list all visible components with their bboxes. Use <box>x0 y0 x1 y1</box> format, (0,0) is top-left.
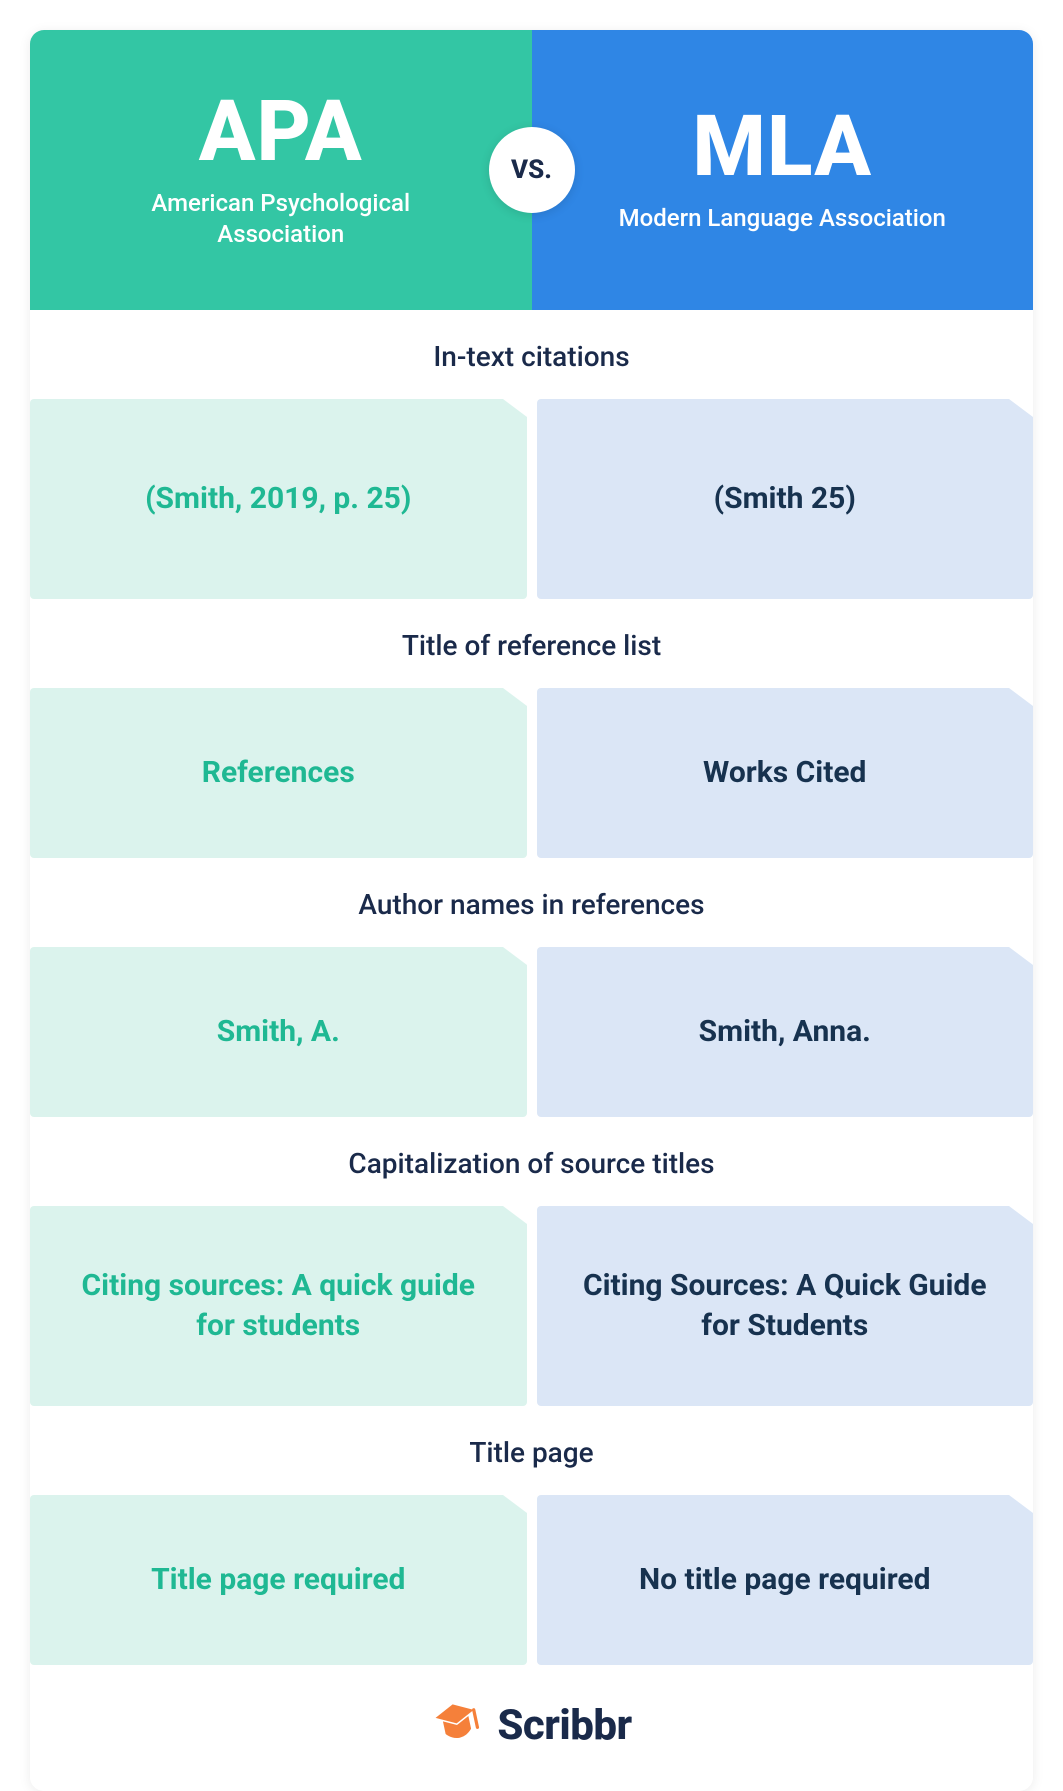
vs-badge: VS. <box>489 127 575 213</box>
mla-cell: (Smith 25) <box>537 399 1034 599</box>
header-apa: APA American Psychological Association <box>30 30 532 310</box>
scribbr-logo-icon <box>431 1699 483 1751</box>
apa-cell: Smith, A. <box>30 947 527 1117</box>
apa-fullname: American Psychological Association <box>111 188 451 250</box>
comparison-row: (Smith, 2019, p. 25)(Smith 25) <box>30 399 1033 599</box>
comparison-row: Citing sources: A quick guide for studen… <box>30 1206 1033 1406</box>
apa-cell: (Smith, 2019, p. 25) <box>30 399 527 599</box>
comparison-card: APA American Psychological Association M… <box>30 30 1033 1791</box>
section-title: Author names in references <box>30 858 1033 947</box>
apa-cell: Title page required <box>30 1495 527 1665</box>
sections-container: In-text citations(Smith, 2019, p. 25)(Sm… <box>30 310 1033 1665</box>
section-title: Title of reference list <box>30 599 1033 688</box>
comparison-row: Smith, A.Smith, Anna. <box>30 947 1033 1117</box>
mla-cell: Works Cited <box>537 688 1034 858</box>
section-title: In-text citations <box>30 310 1033 399</box>
mla-abbr: MLA <box>692 105 872 189</box>
brand-name: Scribbr <box>497 1701 631 1750</box>
apa-cell: References <box>30 688 527 858</box>
mla-cell: Citing Sources: A Quick Guide for Studen… <box>537 1206 1034 1406</box>
header: APA American Psychological Association M… <box>30 30 1033 310</box>
section-title: Capitalization of source titles <box>30 1117 1033 1206</box>
mla-cell: Smith, Anna. <box>537 947 1034 1117</box>
mla-fullname: Modern Language Association <box>619 203 946 234</box>
header-mla: MLA Modern Language Association <box>532 30 1034 310</box>
section-title: Title page <box>30 1406 1033 1495</box>
footer: Scribbr <box>30 1665 1033 1791</box>
apa-abbr: APA <box>199 90 363 174</box>
apa-cell: Citing sources: A quick guide for studen… <box>30 1206 527 1406</box>
comparison-row: ReferencesWorks Cited <box>30 688 1033 858</box>
comparison-row: Title page requiredNo title page require… <box>30 1495 1033 1665</box>
mla-cell: No title page required <box>537 1495 1034 1665</box>
